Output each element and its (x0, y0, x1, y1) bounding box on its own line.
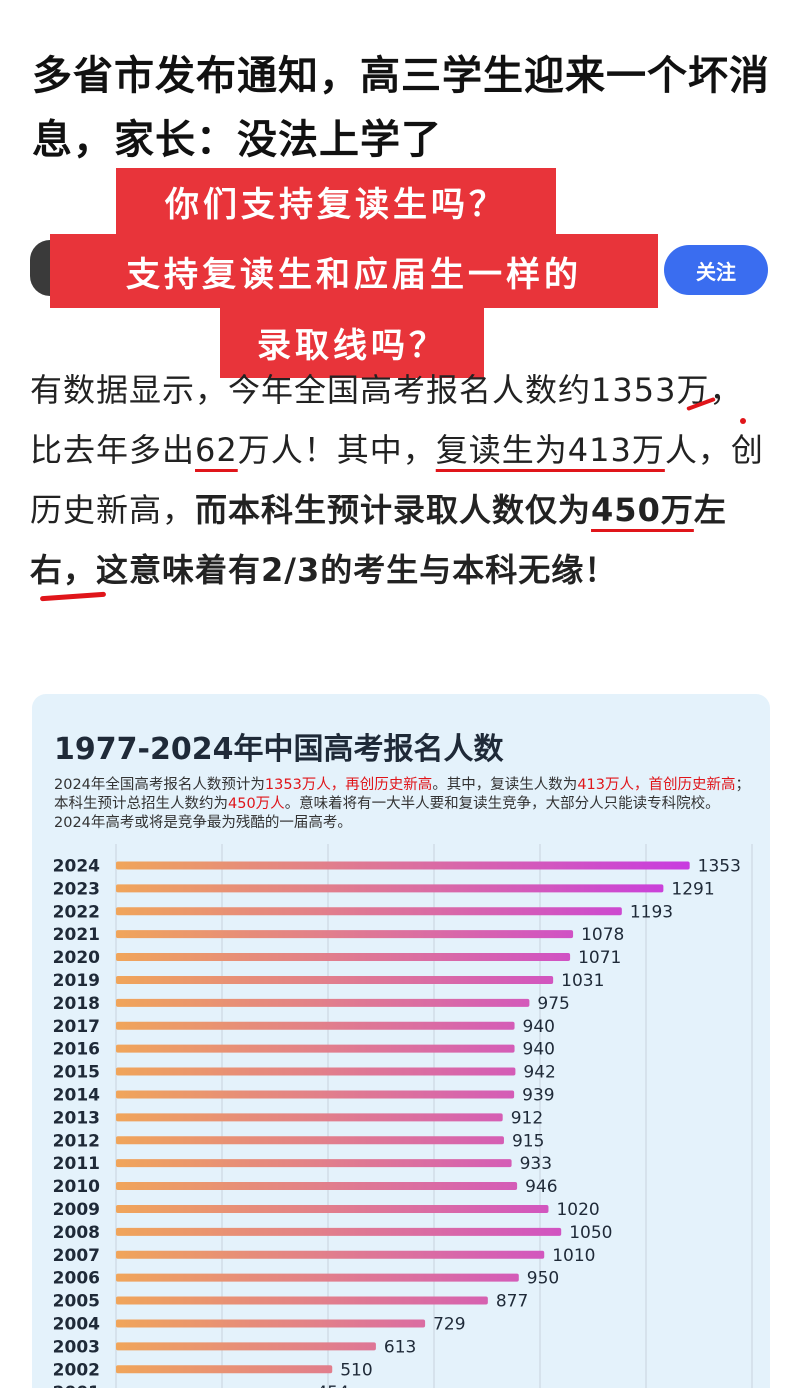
bar (116, 1227, 562, 1236)
value-label: 1020 (556, 1200, 599, 1220)
bar (116, 1067, 516, 1076)
year-label: 2014 (53, 1085, 100, 1105)
year-label: 2001 (53, 1383, 100, 1388)
handwritten-mark (740, 418, 746, 424)
bar (116, 861, 690, 870)
value-label: 1353 (698, 856, 741, 876)
chart-description: 2024年全国高考报名人数预计为1353万人，再创历史新高。其中，复读生人数为4… (54, 777, 750, 831)
bar (116, 975, 554, 984)
year-label: 2004 (53, 1314, 100, 1334)
year-label: 2012 (53, 1131, 100, 1151)
value-label: 877 (496, 1292, 528, 1312)
bar (116, 930, 574, 939)
year-label: 2023 (53, 879, 100, 899)
undergrad-admission: 450万 (591, 491, 694, 529)
value-label: 1071 (578, 948, 621, 968)
overlay-line-2: 支持复读生和应届生一样的 (50, 234, 658, 308)
bar (116, 1182, 518, 1191)
year-label: 2013 (53, 1108, 100, 1128)
bar (116, 1044, 515, 1053)
bar (116, 998, 530, 1007)
bar (116, 1319, 426, 1328)
bar (116, 907, 622, 916)
year-label: 2006 (53, 1269, 100, 1289)
value-label: 933 (520, 1154, 552, 1174)
value-label: 915 (512, 1131, 544, 1151)
overlay-line-1: 你们支持复读生吗？ (116, 168, 556, 234)
year-label: 2002 (53, 1360, 100, 1380)
article-headline: 多省市发布通知，高三学生迎来一个坏消息，家长：没法上学了 (32, 53, 770, 163)
year-label: 2019 (53, 971, 100, 991)
bar (116, 884, 664, 893)
value-label: 1010 (552, 1246, 595, 1266)
bar (116, 953, 571, 962)
year-label: 2016 (53, 1040, 100, 1060)
value-label: 946 (525, 1177, 557, 1197)
overlay-line-3: 录取线吗？ (220, 306, 484, 378)
value-label: 1078 (581, 925, 624, 945)
year-label: 2007 (53, 1246, 100, 1266)
year-label: 2015 (53, 1063, 100, 1083)
bar (116, 1021, 515, 1030)
value-label: 939 (522, 1085, 554, 1105)
value-label: 613 (384, 1337, 416, 1357)
bar (116, 1204, 549, 1213)
value-label: 975 (537, 994, 569, 1014)
year-label: 2022 (53, 902, 100, 922)
value-label: 940 (523, 1017, 555, 1037)
follow-button[interactable]: 关注 (664, 245, 768, 295)
year-label: 2011 (53, 1154, 100, 1174)
bar (116, 1365, 333, 1374)
bar (116, 1159, 512, 1168)
chart-card: 1977-2024年中国高考报名人数 2024年全国高考报名人数预计为1353万… (32, 694, 770, 1388)
value-label: 510 (340, 1360, 372, 1380)
value-label: 1193 (630, 902, 673, 922)
bar (116, 1136, 504, 1145)
value-label: 942 (523, 1063, 555, 1083)
year-label: 2021 (53, 925, 100, 945)
value-label: 1291 (671, 879, 714, 899)
registration-number: 1353 (591, 371, 677, 409)
value-label: 1050 (569, 1223, 612, 1243)
value-label: 912 (511, 1108, 543, 1128)
year-label: 2005 (53, 1292, 100, 1312)
year-label: 2003 (53, 1337, 100, 1357)
value-label: 454 (316, 1383, 348, 1388)
bar (116, 1090, 515, 1099)
year-label: 2008 (53, 1223, 100, 1243)
value-label: 1031 (561, 971, 604, 991)
year-label: 2010 (53, 1177, 100, 1197)
bar (116, 1296, 488, 1305)
year-label: 2009 (53, 1200, 100, 1220)
repeat-students: 复读生为413万 (435, 431, 665, 469)
increase-number: 62 (195, 431, 238, 469)
article-paragraph: 有数据显示，今年全国高考报名人数约1353万，比去年多出62万人！其中，复读生为… (30, 371, 764, 589)
value-label: 940 (523, 1040, 555, 1060)
value-label: 950 (527, 1269, 559, 1289)
bar (116, 1273, 519, 1282)
year-label: 2018 (53, 994, 100, 1014)
year-label: 2020 (53, 948, 100, 968)
year-label: 2017 (53, 1017, 100, 1037)
bar (116, 1113, 503, 1122)
bar-chart: 2024 1353 2023 1291 2022 1193 2021 1078 2020 1071… (53, 844, 753, 1388)
year-label: 2024 (53, 856, 100, 876)
chart-title: 1977-2024年中国高考报名人数 (54, 732, 504, 767)
value-label: 729 (433, 1314, 465, 1334)
bar (116, 1250, 545, 1259)
bar (116, 1342, 376, 1351)
